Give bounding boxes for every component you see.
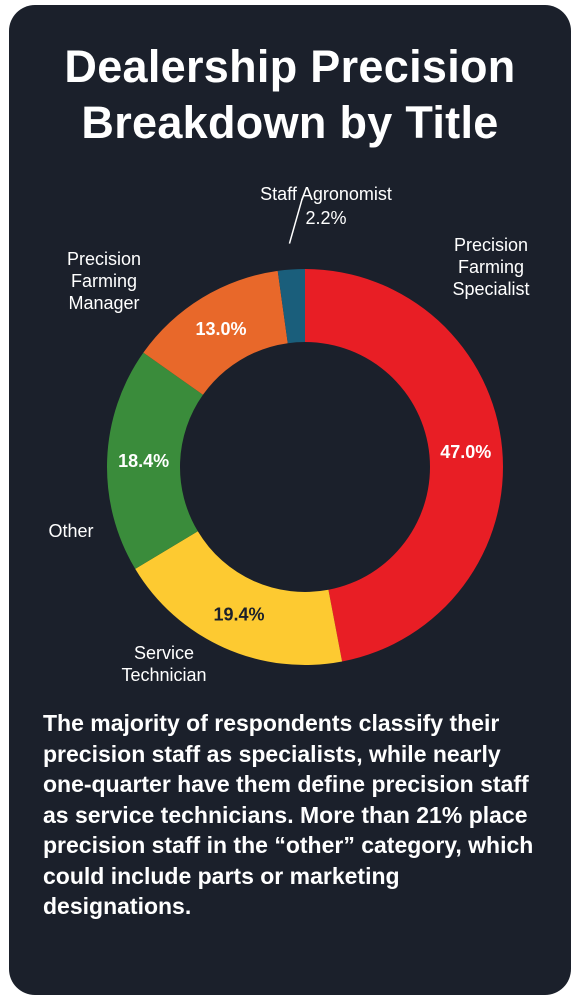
- slice-precision-farming-manager: [143, 270, 288, 395]
- value-label-precision-farming-manager: 13.0%: [196, 319, 247, 339]
- leader-line-staff-agronomist: [288, 199, 303, 244]
- slice-staff-agronomist: [277, 269, 305, 344]
- category-label-other: Other: [48, 521, 93, 541]
- chart-title: Dealership Precision Breakdown by Title: [9, 39, 571, 151]
- category-label-precision-farming-specialist: Precision Farming Specialist: [452, 235, 529, 299]
- infographic-card: Dealership Precision Breakdown by Title …: [9, 5, 571, 995]
- value-label-other: 18.4%: [118, 451, 169, 471]
- value-label-staff-agronomist: 2.2%: [305, 208, 346, 228]
- chart-title-line-2: Breakdown by Title: [81, 97, 499, 148]
- slice-service-technician: [135, 531, 343, 665]
- slice-other: [106, 352, 203, 569]
- donut-chart: 47.0% 19.4% 18.4% 13.0% Precision Farming Spec…: [48, 184, 529, 685]
- chart-title-line-1: Dealership Precision: [64, 41, 516, 92]
- slice-precision-farming-specialist: [305, 269, 503, 662]
- value-label-service-technician: 19.4%: [213, 604, 264, 624]
- category-label-service-technician: Service Technician: [121, 643, 206, 685]
- category-label-staff-agronomist: Staff Agronomist: [260, 184, 392, 204]
- category-label-precision-farming-manager: Precision Farming Manager: [67, 249, 141, 313]
- chart-caption: The majority of respondents classify the…: [43, 710, 534, 919]
- value-label-precision-farming-specialist: 47.0%: [440, 442, 491, 462]
